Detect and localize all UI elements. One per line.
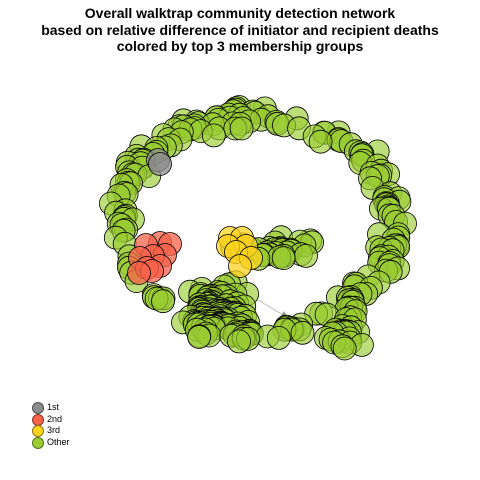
network-node-other <box>266 325 291 350</box>
legend-swatch-2nd <box>32 413 44 426</box>
network-nodes <box>99 95 417 361</box>
chart-title-line-1: Overall walktrap community detection net… <box>84 5 396 21</box>
network-node-other <box>294 243 318 268</box>
legend-label-1st: 1st <box>47 402 60 412</box>
network-node-other <box>201 123 226 148</box>
chart-title-line-2: based on relative difference of initiato… <box>41 21 439 38</box>
network-node-2nd <box>127 261 151 285</box>
network-node-other <box>227 329 251 354</box>
legend-label-other: Other <box>47 436 70 447</box>
legend-swatch-other <box>32 436 44 449</box>
legend-label-2nd: 2nd <box>47 413 63 424</box>
network-node-1st <box>148 152 172 176</box>
network-node-other <box>229 116 254 141</box>
legend-swatch-1st <box>32 402 44 414</box>
chart-title-line-3: colored by top 3 membership groups <box>116 38 364 54</box>
legend-swatch-3rd <box>32 425 44 437</box>
network-node-other <box>290 320 315 345</box>
network-node-other <box>308 129 333 154</box>
legend-label-3rd: 3rd <box>47 425 61 435</box>
network-node-other <box>332 336 357 361</box>
network-node-other <box>151 289 175 314</box>
chart-title: Overall walktrap community detection net… <box>0 5 480 55</box>
network-node-other <box>271 246 296 271</box>
network-node-3rd <box>228 254 252 278</box>
network-node-other <box>187 325 212 349</box>
